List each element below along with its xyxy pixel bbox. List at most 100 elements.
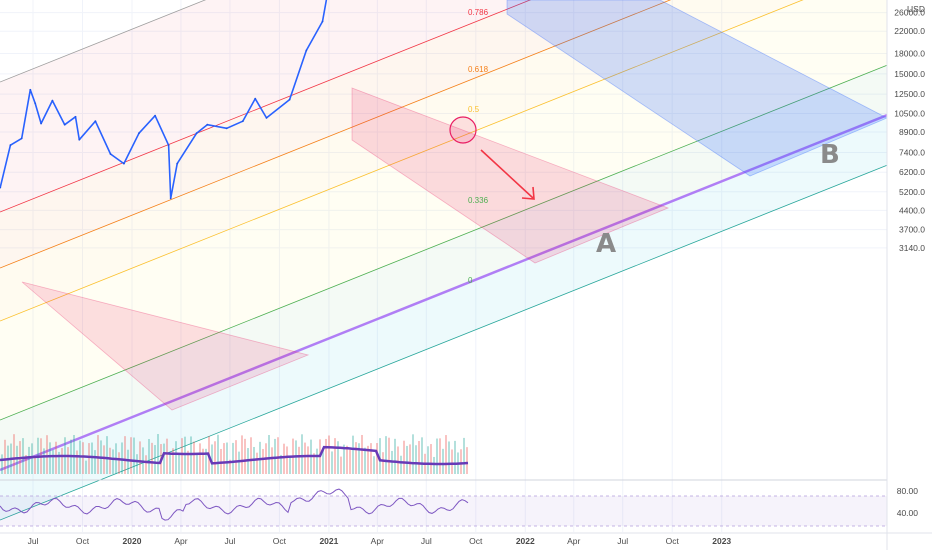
projection-arrow xyxy=(480,149,534,199)
volume-bar xyxy=(244,438,246,474)
volume-bar xyxy=(88,443,90,474)
volume-bar xyxy=(340,456,342,474)
y-tick-label: 18000.0 xyxy=(894,49,925,59)
volume-bar xyxy=(385,436,387,474)
volume-bar xyxy=(28,446,30,474)
y-tick-label: 3700.0 xyxy=(899,225,925,235)
volume-bar xyxy=(193,441,195,474)
volume-bar xyxy=(46,435,48,474)
volume-bar xyxy=(301,434,303,474)
price-point xyxy=(265,117,268,119)
pitchfork-line xyxy=(0,0,804,322)
volume-bar xyxy=(196,453,198,474)
volume-bar xyxy=(151,442,153,474)
price-point xyxy=(34,102,37,105)
volume-bar xyxy=(403,440,405,474)
pitchfork-line xyxy=(0,0,207,83)
price-point xyxy=(40,122,42,125)
volume-bar xyxy=(373,456,375,474)
price-point xyxy=(0,186,2,189)
y-tick-label: 12500.0 xyxy=(894,89,925,99)
highlight-circle xyxy=(449,116,477,144)
volume-bar xyxy=(34,456,36,474)
volume-bar xyxy=(406,445,408,474)
volume-bar xyxy=(262,448,264,474)
time-axis: Jul Oct 2020 Apr Jul Oct 2021 Apr Jul Oct 2022 Apr J… xyxy=(0,532,932,546)
volume-bar xyxy=(124,436,126,474)
volume-bar xyxy=(61,448,63,474)
x-tick-label: Oct xyxy=(469,536,483,546)
price-point xyxy=(63,123,66,126)
pitchfork-line xyxy=(0,0,532,213)
volume-bar xyxy=(313,453,315,474)
volume-bar xyxy=(388,437,390,474)
price-point xyxy=(206,123,209,126)
volume-bar xyxy=(241,435,243,474)
volume-bar xyxy=(199,443,201,474)
price-point xyxy=(74,115,77,118)
volume-bar xyxy=(463,437,465,474)
volume-bar xyxy=(163,443,165,474)
annotation-labels: 0.786 0.618 0.5 0.336 0 A B xyxy=(468,8,840,285)
price-point xyxy=(241,120,244,123)
volume-bar xyxy=(217,434,219,474)
y-tick-label: 26000.0 xyxy=(894,8,925,18)
volume-bar xyxy=(16,445,18,474)
volume-bar xyxy=(352,435,354,474)
volume-bar xyxy=(118,452,120,474)
x-tick-label: Apr xyxy=(174,536,187,546)
price-point xyxy=(195,132,198,135)
volume-bar xyxy=(127,449,129,474)
volume-bar xyxy=(349,449,351,474)
volume-bar xyxy=(235,440,237,474)
volume-bar xyxy=(85,460,87,474)
price-axis: USD150000.0120000.0100000.084000.068000.… xyxy=(886,0,932,550)
volume-bar xyxy=(376,443,378,474)
volume-bar xyxy=(175,441,177,474)
price-point xyxy=(167,144,170,147)
y-tick-label: 5200.0 xyxy=(899,187,925,197)
volume-bar xyxy=(169,454,171,474)
y-tick-label: 15000.0 xyxy=(894,69,925,79)
volume-bar xyxy=(277,437,279,474)
volume-bar xyxy=(418,441,420,474)
fib-level-label: 0.336 xyxy=(468,196,489,205)
volume-bar xyxy=(460,449,462,474)
volume-bar xyxy=(76,450,78,474)
x-tick-label: Apr xyxy=(567,536,580,546)
volume-bar xyxy=(232,442,234,474)
volume-bar xyxy=(202,448,204,474)
rsi-band xyxy=(0,496,887,526)
volume-bar xyxy=(31,443,33,474)
volume-bar xyxy=(358,443,360,474)
volume-bar xyxy=(346,445,348,474)
price-point xyxy=(123,162,125,165)
volume-bar xyxy=(82,442,84,474)
price-point xyxy=(169,197,172,200)
price-point xyxy=(225,127,228,130)
price-point xyxy=(138,132,140,135)
annotation-b: B xyxy=(820,140,840,170)
volume-bar xyxy=(436,438,438,474)
volume-bar xyxy=(226,442,228,474)
price-point xyxy=(321,20,324,23)
volume-bar xyxy=(121,442,123,474)
volume-bar xyxy=(355,442,357,474)
volume-bar xyxy=(109,447,111,474)
volume-bar xyxy=(211,444,213,474)
pitchfork-line xyxy=(0,64,888,421)
x-tick-label: Jul xyxy=(224,536,235,546)
price-point xyxy=(288,98,291,101)
y-tick-label: 3140.0 xyxy=(899,243,925,253)
x-tick-label: 2021 xyxy=(319,536,338,546)
channel-band xyxy=(0,65,887,470)
volume-bar xyxy=(1,454,3,474)
price-point xyxy=(78,138,81,141)
price-scale-bg xyxy=(887,0,932,550)
volume-bar xyxy=(145,455,147,474)
volume-bar xyxy=(466,447,468,474)
volume-bar xyxy=(223,443,225,474)
volume-bar xyxy=(52,449,54,474)
volume-bar xyxy=(427,446,429,474)
